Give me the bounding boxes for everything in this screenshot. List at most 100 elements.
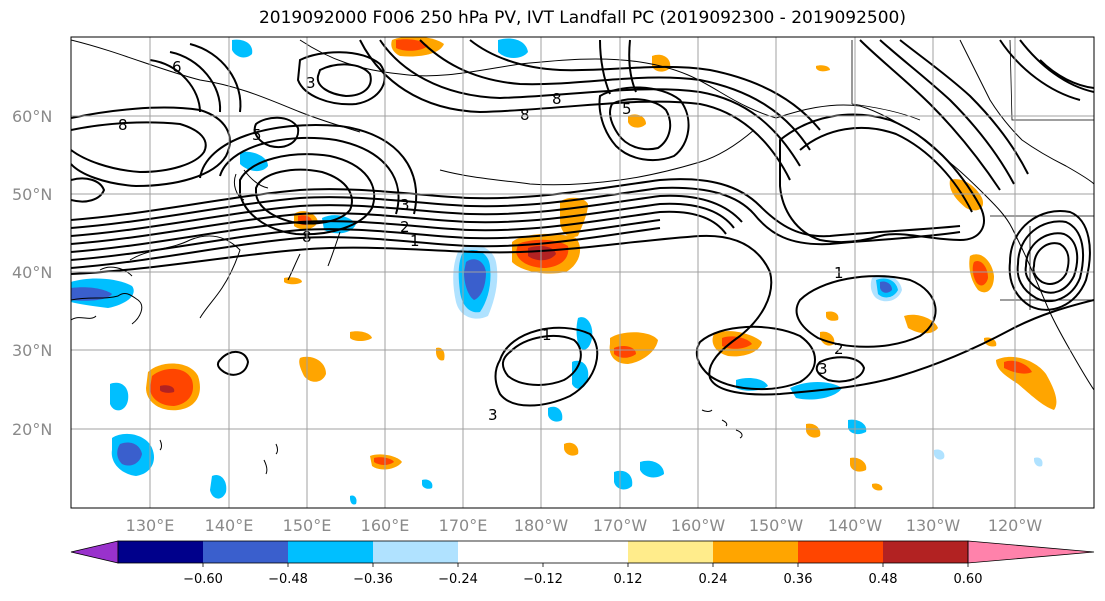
contour-label: 5 (622, 100, 632, 118)
contour-line (598, 86, 690, 162)
shade-blob (576, 317, 593, 350)
contour-label: 5 (252, 126, 262, 144)
contour-line (71, 186, 961, 246)
shade-blob (614, 470, 633, 490)
contour-label: 3 (818, 360, 828, 378)
contour-line (1016, 220, 1085, 303)
shade-blob (350, 495, 357, 505)
shade-blob (564, 442, 579, 456)
contour-line (1008, 210, 1091, 311)
contour-label: 3 (400, 196, 410, 214)
contour-line (502, 335, 582, 386)
lon-label: 140°E (205, 516, 254, 535)
contour-line (359, 39, 791, 181)
shade-blob (826, 311, 839, 321)
contour-label: 8 (118, 116, 128, 134)
shade-blob (210, 474, 227, 499)
colorbar: −0.60 −0.48 −0.36 −0.24 −0.12 0.12 0.24 … (70, 540, 1095, 587)
shade-blob (548, 406, 563, 422)
lon-labels: 130°E 140°E 150°E 160°E 170°E 180°W 170°… (126, 516, 1043, 535)
contour-line (799, 126, 973, 213)
colorbar-tick-label: −0.60 (183, 572, 223, 587)
shade-blob (816, 65, 830, 72)
coastline (71, 266, 143, 325)
contour-line (815, 356, 866, 383)
border-line (851, 39, 1094, 310)
contour-line (879, 39, 1015, 185)
contour-label: 3 (306, 74, 316, 92)
map-title: 2019092000 F006 250 hPa PV, IVT Landfall… (258, 8, 906, 28)
contour-line (71, 234, 1094, 396)
contour-line (695, 325, 816, 391)
contour-label: 1 (834, 264, 844, 282)
colorbar-segment (713, 541, 798, 563)
contour-line (199, 123, 418, 215)
colorbar-segment (628, 541, 713, 563)
lat-label: 60°N (12, 107, 52, 126)
lon-label: 170°W (593, 516, 648, 535)
contour-line (216, 351, 250, 376)
contour-label: 8 (520, 106, 530, 124)
borders (851, 39, 1094, 310)
contour-label: 3 (488, 406, 498, 424)
colorbar-tick-label: 0.60 (954, 572, 983, 587)
colorbar-segment (543, 541, 628, 563)
shade-blob (628, 114, 646, 128)
contour-line (253, 116, 300, 148)
contour-line (239, 153, 376, 236)
colorbar-extend-left (70, 540, 119, 564)
ivt-contours (71, 39, 1094, 407)
colorbar-segment (288, 541, 373, 563)
colorbar-tick-label: 0.36 (784, 572, 813, 587)
shade-blob (640, 460, 664, 478)
contour-line (859, 39, 1001, 191)
contour-line (71, 227, 661, 269)
colorbar-tick-label: 0.12 (614, 572, 643, 587)
contour-line (419, 39, 811, 151)
coastline (959, 39, 1094, 185)
lon-label: 150°E (283, 516, 332, 535)
contour-line (795, 275, 937, 348)
shade-blob (972, 260, 988, 286)
contour-line (1032, 242, 1070, 285)
shade-blob (1004, 360, 1032, 374)
shade-blob (498, 38, 528, 58)
shade-blob (1034, 457, 1043, 467)
colorbar-tick-label: −0.12 (523, 572, 563, 587)
contour-line (71, 177, 106, 203)
colorbar-tick-label: 0.24 (699, 572, 728, 587)
contour-label: 6 (172, 58, 182, 76)
contour-line (71, 121, 207, 174)
lon-label: 150°W (749, 516, 804, 535)
colorbar-segment (373, 541, 458, 563)
lon-label: 120°W (988, 516, 1043, 535)
shade-blob (240, 151, 268, 172)
contour-label: 2 (400, 218, 410, 236)
contour-line (71, 202, 735, 245)
lat-label: 40°N (12, 263, 52, 282)
contour-line (494, 326, 599, 407)
colorbar-segment (118, 541, 203, 563)
shade-blob (422, 479, 433, 489)
lat-label: 50°N (12, 185, 52, 204)
coastline (159, 439, 278, 475)
contour-line (899, 39, 1029, 175)
shade-blob (232, 39, 253, 58)
lon-label: 140°W (828, 516, 883, 535)
shade-blob (436, 347, 445, 361)
shade-blob (396, 39, 428, 51)
lon-label: 130°E (126, 516, 175, 535)
contour-line (296, 51, 386, 106)
lat-label: 30°N (12, 341, 52, 360)
shade-blob (110, 382, 129, 411)
contour-line (255, 168, 353, 225)
contour-line (599, 39, 637, 95)
lat-labels: 60°N 50°N 40°N 30°N 20°N (12, 107, 52, 439)
gridlines (71, 37, 1094, 508)
contour-label: 1 (542, 326, 552, 344)
map-frame (70, 36, 1095, 509)
shade-blob (722, 336, 752, 349)
shade-blob (117, 442, 142, 466)
colorbar-tick-label: 0.48 (869, 572, 898, 587)
